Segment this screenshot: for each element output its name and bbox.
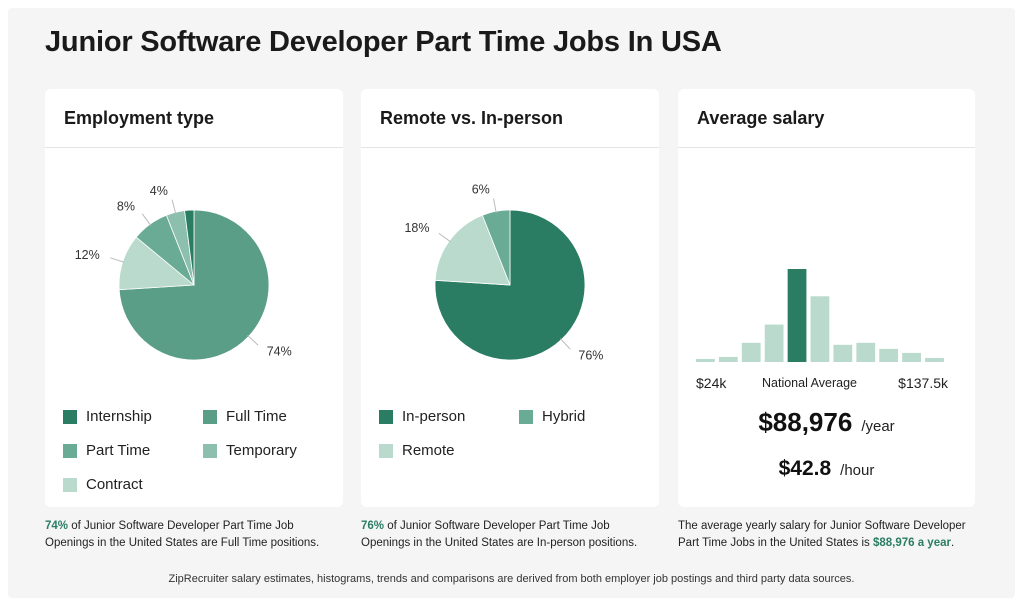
legend-swatch-in-person	[379, 409, 393, 424]
legend-label-remote: Remote	[402, 442, 455, 459]
remote-card: Remote vs. In-person 76% 18% 6% In-person …	[361, 89, 659, 507]
histogram-bar-10	[925, 357, 944, 362]
legend-label-contract: Contract	[86, 476, 143, 493]
histogram-bar-6	[833, 344, 853, 362]
page-title: Junior Software Developer Part Time Jobs…	[45, 26, 722, 58]
remote-slice-label-hybrid: 6%	[472, 183, 490, 197]
hourly-salary-amount: $42.8	[778, 457, 832, 480]
histogram-bar-3	[764, 324, 784, 362]
employment-leader-line-temporary	[171, 199, 177, 214]
salary-card: Average salary $24k National Average $13…	[678, 89, 975, 507]
histogram-bar-1	[718, 356, 738, 362]
histogram-bar-2	[741, 342, 761, 362]
employment-leader-line-contract	[110, 257, 125, 263]
legend-label-part-time: Part Time	[86, 442, 151, 459]
employment-slice-label-contract: 12%	[75, 248, 100, 262]
remote-leader-line-remote	[438, 232, 451, 243]
histogram-bar-5	[810, 296, 830, 362]
employment-leader-line-full-time	[247, 334, 259, 346]
salary-caption-end: .	[950, 537, 955, 549]
legend-swatch-internship	[63, 409, 77, 424]
employment-type-caption: 74% of Junior Software Developer Part Ti…	[45, 518, 345, 552]
remote-caption: 76% of Junior Software Developer Part Ti…	[361, 518, 661, 552]
remote-pie-chart: 76% 18% 6%	[404, 183, 603, 363]
employment-slice-label-temporary: 4%	[150, 184, 168, 198]
employment-slice-internship	[184, 209, 195, 286]
employment-caption-highlight: 74%	[45, 520, 69, 532]
legend-item-internship: Internship	[63, 408, 152, 425]
employment-type-card: Employment type 74% 12% 8% 4% Internship Fu…	[45, 89, 343, 507]
legend-swatch-contract	[63, 477, 77, 492]
histogram-bar-0	[696, 358, 715, 362]
histogram-bar-9	[902, 352, 921, 362]
legend-label-temporary: Temporary	[226, 442, 297, 459]
employment-slice-label-full-time: 74%	[267, 344, 292, 358]
employment-slice-label-part-time: 8%	[117, 200, 135, 214]
legend-item-full-time: Full Time	[203, 408, 287, 425]
legend-swatch-hybrid	[519, 409, 533, 424]
histogram-bar-7	[856, 342, 876, 362]
legend-swatch-remote	[379, 443, 393, 458]
page-background: Junior Software Developer Part Time Jobs…	[8, 8, 1015, 598]
remote-leader-line-hybrid	[493, 198, 497, 213]
histogram-max-label: $137.5k	[898, 375, 948, 391]
remote-slice-label-remote: 18%	[404, 221, 429, 235]
yearly-salary: $88,976/year	[678, 407, 975, 438]
legend-swatch-temporary	[203, 443, 217, 458]
legend-swatch-full-time	[203, 409, 217, 424]
footer-note: ZipRecruiter salary estimates, histogram…	[168, 573, 855, 585]
employment-leader-line-part-time	[141, 213, 152, 226]
remote-heading: Remote vs. In-person	[361, 89, 659, 148]
remote-caption-text: of Junior Software Developer Part Time J…	[361, 520, 638, 549]
histogram-min-label: $24k	[696, 375, 727, 391]
histogram-mid-label: National Average	[762, 376, 857, 390]
employment-caption-text: of Junior Software Developer Part Time J…	[45, 520, 320, 549]
yearly-salary-unit: /year	[861, 418, 895, 435]
yearly-salary-amount: $88,976	[758, 407, 853, 437]
legend-label-internship: Internship	[86, 408, 152, 425]
histogram-bar-8	[879, 348, 899, 362]
legend-item-hybrid: Hybrid	[519, 408, 585, 425]
salary-caption-text: The average yearly salary for Junior Sof…	[678, 520, 966, 549]
legend-item-remote: Remote	[379, 442, 455, 459]
remote-slice-label-in-person: 76%	[578, 349, 603, 363]
remote-leader-line-in-person	[559, 338, 571, 350]
remote-caption-highlight: 76%	[361, 520, 385, 532]
legend-item-part-time: Part Time	[63, 442, 150, 459]
legend-item-contract: Contract	[63, 476, 143, 493]
histogram-bar-4	[787, 269, 807, 362]
legend-item-temporary: Temporary	[203, 442, 297, 459]
salary-heading: Average salary	[678, 89, 975, 148]
legend-label-hybrid: Hybrid	[542, 408, 586, 425]
hourly-salary-unit: /hour	[840, 462, 875, 479]
hourly-salary: $42.8/hour	[678, 457, 975, 481]
salary-caption: The average yearly salary for Junior Sof…	[678, 518, 978, 552]
salary-caption-highlight: $88,976 a year	[872, 537, 951, 549]
employment-type-heading: Employment type	[45, 89, 343, 148]
employment-type-pie-chart: 74% 12% 8% 4%	[75, 184, 292, 361]
legend-item-in-person: In-person	[379, 408, 465, 425]
legend-swatch-part-time	[63, 443, 77, 458]
legend-label-in-person: In-person	[402, 408, 466, 425]
legend-label-full-time: Full Time	[226, 408, 287, 425]
salary-histogram	[696, 269, 944, 362]
